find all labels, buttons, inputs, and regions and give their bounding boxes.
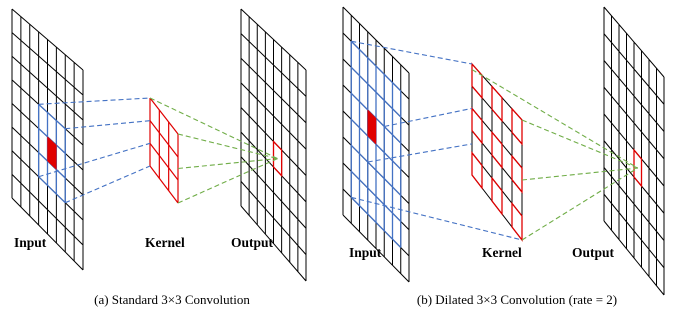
output-cell-hline [240, 181, 307, 255]
input-cell-hline [11, 174, 84, 246]
input-label-standard: Input [14, 235, 47, 250]
output-cell-hline [603, 220, 665, 296]
kernel-to-output-line [521, 119, 638, 169]
kernel-to-output-line [177, 158, 278, 170]
receptive-field-hline [38, 176, 66, 204]
kernel-grid-dilated [471, 62, 523, 242]
projection-line-bottom [351, 196, 523, 241]
panel-dilated-convolution: Input Kernel Output (b) Dilated 3×3 Conv… [342, 6, 665, 307]
kernel-tap [511, 154, 523, 194]
input-cell-hline [342, 214, 410, 283]
projection-line-bottom [65, 165, 151, 204]
output-cell-hline [240, 156, 307, 229]
kernel-cell-hline [149, 120, 179, 158]
dilated-receptive-field-hline [350, 144, 402, 196]
caption-standard: (a) Standard 3×3 Convolution [94, 292, 250, 307]
kernel-tap [471, 150, 483, 190]
kernel-label-dilated: Kernel [482, 245, 522, 260]
kernel-cell-hline [149, 165, 179, 204]
output-cell-hline [603, 193, 665, 269]
kernel-tap [491, 130, 503, 170]
kernel-tap [491, 176, 503, 216]
kernel-tap [491, 84, 503, 123]
kernel-to-output-line [471, 69, 639, 169]
kernel-grid-standard [149, 97, 179, 204]
projection-line [65, 120, 151, 130]
kernel-cell-hline [149, 97, 179, 135]
projection-line-top [38, 97, 151, 105]
output-grid-dilated [603, 6, 665, 296]
kernel-to-output-line [177, 133, 278, 160]
output-cell-hline [240, 205, 307, 282]
projection-line-top [351, 40, 473, 65]
caption-dilated: (b) Dilated 3×3 Convolution (rate = 2) [417, 292, 617, 307]
kernel-tap [511, 107, 523, 146]
projection-lines-standard [38, 97, 278, 204]
kernel-tap [471, 62, 483, 100]
panel-standard-convolution: Input Kernel Output (a) Standard 3×3 Con… [11, 8, 307, 307]
input-label-dilated: Input [349, 245, 382, 260]
input-grid-dilated [342, 6, 410, 283]
kernel-cell-hline [149, 142, 179, 181]
projection-lines-dilated [351, 40, 639, 241]
output-label-standard: Output [231, 235, 274, 250]
output-label-dilated: Output [572, 245, 615, 260]
kernel-label-standard: Kernel [145, 235, 185, 250]
output-cell-hline [603, 167, 665, 241]
dilated-receptive-field-hline [350, 170, 402, 222]
kernel-tap [511, 201, 523, 242]
dilated-receptive-field-hline [350, 40, 402, 92]
dilated-receptive-field-hline [350, 196, 402, 248]
input-grid-standard [11, 8, 84, 271]
kernel-to-output-line [177, 158, 278, 204]
projection-line [38, 142, 151, 178]
receptive-field-hline [38, 103, 66, 130]
projection-line [384, 107, 473, 128]
dilated-receptive-field-hline [350, 66, 402, 118]
input-cell-hline [11, 197, 84, 271]
kernel-tap [471, 106, 483, 145]
kernel-to-output-line [521, 167, 638, 181]
center-cell [47, 136, 57, 171]
kernel-to-output-line [521, 167, 639, 241]
projection-line [367, 143, 473, 163]
center-cell [367, 109, 377, 145]
